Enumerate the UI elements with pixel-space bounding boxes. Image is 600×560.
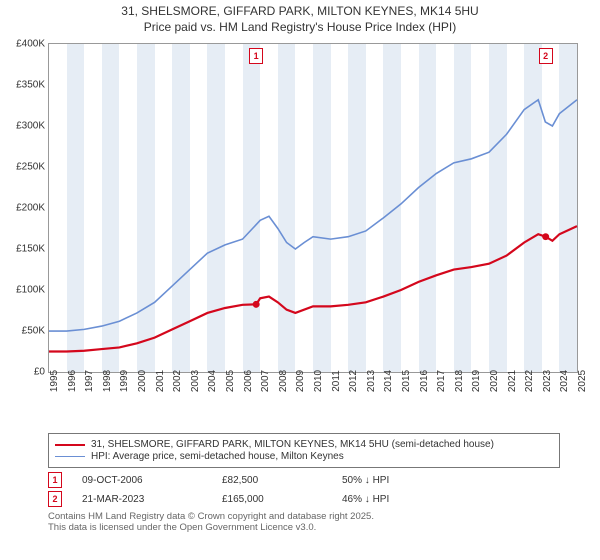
x-tick-label: 2021 [507,370,518,392]
y-tick-label: £50K [5,326,45,337]
footer-line1: Contains HM Land Registry data © Crown c… [48,511,374,522]
event-badge: 2 [48,491,62,507]
y-tick-label: £350K [5,80,45,91]
event-date: 09-OCT-2006 [82,475,222,486]
x-tick-label: 2008 [278,370,289,392]
event-delta: 50% ↓ HPI [342,475,389,486]
y-tick-label: £100K [5,285,45,296]
series-line-price_paid [49,226,577,351]
chart-title: 31, SHELSMORE, GIFFARD PARK, MILTON KEYN… [0,0,600,37]
marker-dot [253,301,260,308]
plot-area: £0£50K£100K£150K£200K£250K£300K£350K£400… [48,43,578,373]
legend-item-price-paid: 31, SHELSMORE, GIFFARD PARK, MILTON KEYN… [55,439,553,450]
x-tick-label: 2004 [207,370,218,392]
x-tick-label: 2002 [172,370,183,392]
series-svg [49,44,577,372]
events-table: 1 09-OCT-2006 £82,500 50% ↓ HPI 2 21-MAR… [48,472,560,507]
x-tick-label: 2022 [524,370,535,392]
x-tick-label: 1999 [119,370,130,392]
x-tick-label: 1995 [49,370,60,392]
legend-label: HPI: Average price, semi-detached house,… [91,451,344,462]
x-tick-label: 2006 [243,370,254,392]
x-tick-label: 2011 [331,370,342,392]
event-badge: 1 [48,472,62,488]
title-line1: 31, SHELSMORE, GIFFARD PARK, MILTON KEYN… [121,4,478,18]
series-line-hpi [49,100,577,331]
x-tick-label: 2013 [366,370,377,392]
x-tick-label: 2020 [489,370,500,392]
y-tick-label: £200K [5,203,45,214]
x-tick-label: 1998 [102,370,113,392]
y-tick-label: £250K [5,162,45,173]
chart-marker: 2 [539,48,553,64]
x-tick-label: 2016 [419,370,430,392]
x-tick-label: 2025 [577,370,588,392]
legend-item-hpi: HPI: Average price, semi-detached house,… [55,451,553,462]
event-row: 1 09-OCT-2006 £82,500 50% ↓ HPI [48,472,560,488]
event-price: £82,500 [222,475,342,486]
y-tick-label: £400K [5,39,45,50]
x-tick-label: 2015 [401,370,412,392]
x-tick-label: 2014 [383,370,394,392]
x-tick-label: 2010 [313,370,324,392]
x-tick-label: 1996 [67,370,78,392]
y-tick-label: £0 [5,367,45,378]
x-tick-label: 2023 [542,370,553,392]
x-tick-label: 2009 [295,370,306,392]
footer-line2: This data is licensed under the Open Gov… [48,522,316,533]
x-tick-label: 2018 [454,370,465,392]
event-price: £165,000 [222,494,342,505]
footer: Contains HM Land Registry data © Crown c… [48,511,560,533]
legend-swatch [55,444,85,446]
legend-label: 31, SHELSMORE, GIFFARD PARK, MILTON KEYN… [91,439,494,450]
event-row: 2 21-MAR-2023 £165,000 46% ↓ HPI [48,491,560,507]
x-tick-label: 2017 [436,370,447,392]
legend: 31, SHELSMORE, GIFFARD PARK, MILTON KEYN… [48,433,560,468]
x-tick-label: 1997 [84,370,95,392]
chart-container: 31, SHELSMORE, GIFFARD PARK, MILTON KEYN… [0,0,600,533]
x-tick-label: 2024 [559,370,570,392]
x-tick-label: 2012 [348,370,359,392]
title-line2: Price paid vs. HM Land Registry's House … [144,20,456,34]
x-tick-label: 2001 [155,370,166,392]
x-tick-label: 2019 [471,370,482,392]
marker-dot [542,233,549,240]
y-tick-label: £300K [5,121,45,132]
event-date: 21-MAR-2023 [82,494,222,505]
y-tick-label: £150K [5,244,45,255]
x-tick-label: 2007 [260,370,271,392]
chart-area: £0 £50K £100K £150K £200K £250K £300K £350K £400… [0,37,600,427]
x-tick-label: 2000 [137,370,148,392]
x-tick-label: 2003 [190,370,201,392]
x-tick-label: 2005 [225,370,236,392]
event-delta: 46% ↓ HPI [342,494,389,505]
legend-swatch [55,456,85,457]
chart-marker: 1 [249,48,263,64]
